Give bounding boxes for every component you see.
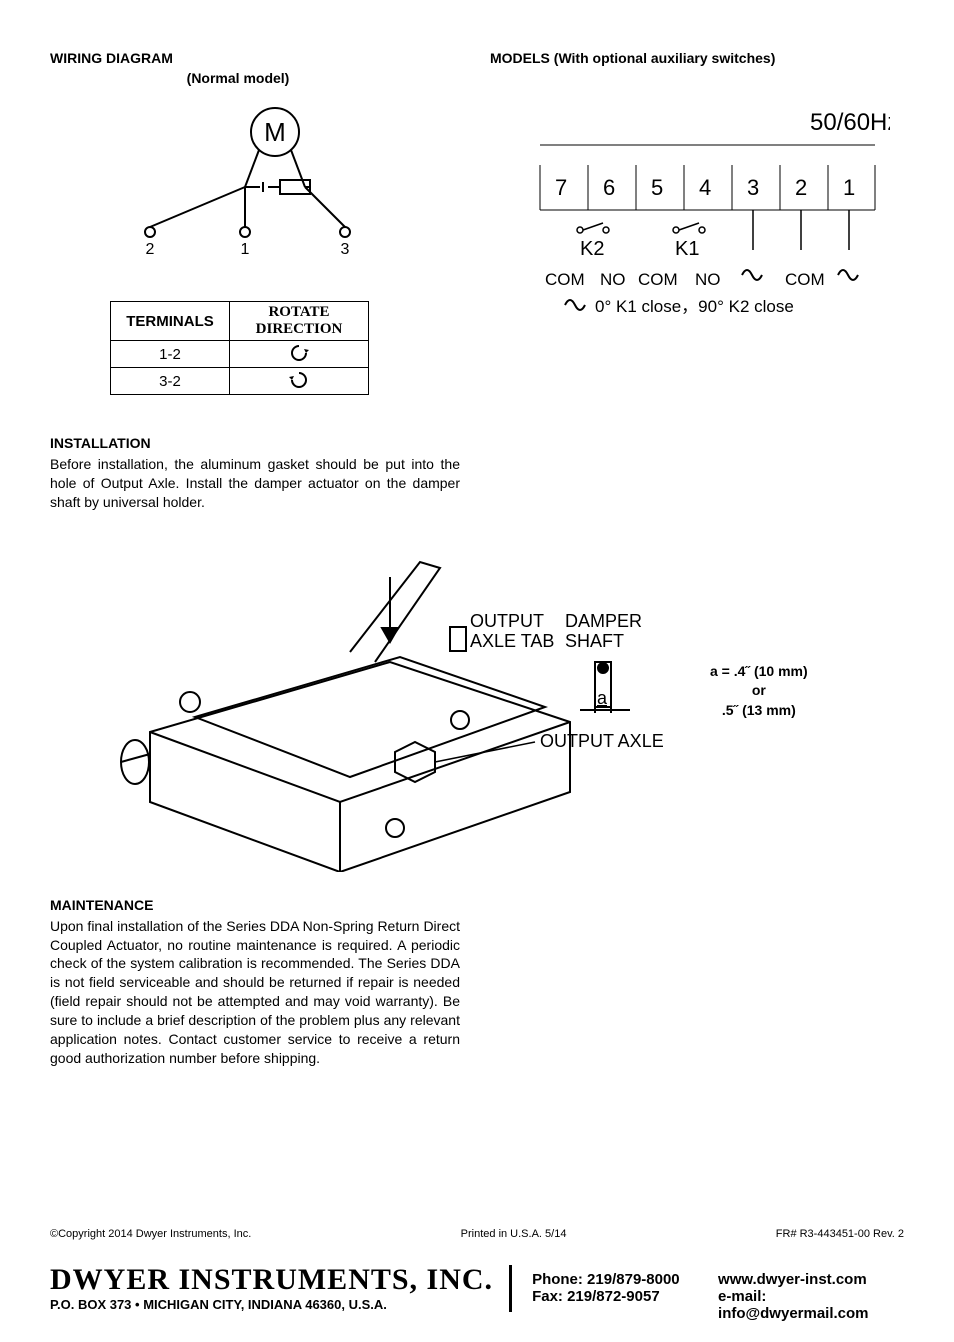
lbl-axletab: AXLE TAB [470, 631, 554, 651]
td-32: 3-2 [111, 368, 230, 395]
maint-title: MAINTENANCE [50, 897, 904, 913]
brand-name: DWYER INSTRUMENTS, INC. [50, 1265, 493, 1295]
hz-label: 50/60Hz [810, 109, 890, 136]
pin-5: 5 [651, 175, 663, 200]
iso-svg: OUTPUT AXLE TAB DAMPER SHAFT OUTPUT AXLE… [90, 532, 690, 872]
term-2: 2 [146, 241, 155, 258]
brand-left: DWYER INSTRUMENTS, INC. P.O. BOX 373 • M… [50, 1265, 512, 1312]
foot-left: ©Copyright 2014 Dwyer Instruments, Inc. [50, 1228, 251, 1240]
pin-3: 3 [747, 175, 759, 200]
models-title: MODELS (With optional auxiliary switches… [490, 50, 904, 66]
note-line3: .5˝ (13 mm) [710, 701, 808, 721]
maint-body: Upon final installation of the Series DD… [50, 917, 460, 1068]
wiring-title: WIRING DIAGRAM [50, 50, 490, 66]
b-no2: NO [695, 270, 721, 289]
b-com2: COM [638, 270, 678, 289]
aux-note: 0° K1 close，90° K2 close [595, 297, 794, 316]
wiring-svg: M 2 1 3 [50, 92, 370, 292]
terminals-table: TERMINALS ROTATE DIRECTION 1-2 3-2 [110, 301, 369, 395]
brand-phone: Phone: 219/879-8000 [532, 1271, 718, 1288]
wiring-subtitle: (Normal model) [110, 70, 366, 86]
lbl-damper2: SHAFT [565, 631, 624, 651]
term-3: 3 [341, 241, 350, 258]
pin-1: 1 [843, 175, 855, 200]
th-terminals: TERMINALS [111, 302, 230, 341]
b-com3: COM [785, 270, 825, 289]
install-title: INSTALLATION [50, 435, 904, 451]
brand-web: www.dwyer-inst.com [718, 1271, 904, 1288]
pin-4: 4 [699, 175, 711, 200]
foot-center: Printed in U.S.A. 5/14 [461, 1228, 567, 1240]
brand-fax: Fax: 219/872-9057 [532, 1288, 718, 1305]
lbl-outaxle: OUTPUT AXLE [540, 731, 664, 751]
brand-email: e-mail: info@dwyermail.com [718, 1288, 904, 1322]
lbl-damper1: DAMPER [565, 611, 642, 631]
lbl-output: OUTPUT [470, 611, 544, 631]
install-body: Before installation, the aluminum gasket… [50, 455, 460, 512]
td-12: 1-2 [111, 341, 230, 368]
brand-addr: P.O. BOX 373 • MICHIGAN CITY, INDIANA 46… [50, 1297, 493, 1312]
k1-label: K1 [675, 238, 699, 260]
term-1: 1 [241, 241, 250, 258]
aux-svg: 50/60Hz 7 6 5 4 3 2 1 [510, 90, 890, 350]
foot-right: FR# R3-443451-00 Rev. 2 [776, 1228, 904, 1240]
note-line2: or [710, 681, 808, 701]
td-ccw [230, 341, 369, 368]
td-cw [230, 368, 369, 395]
pin-6: 6 [603, 175, 615, 200]
lbl-a: a [597, 688, 608, 708]
note-line1: a = .4˝ (10 mm) [710, 662, 808, 682]
pin-7: 7 [555, 175, 567, 200]
th-rotate: ROTATE DIRECTION [230, 302, 369, 341]
b-com1: COM [545, 270, 585, 289]
b-no1: NO [600, 270, 626, 289]
m-label: M [264, 117, 286, 147]
pin-2: 2 [795, 175, 807, 200]
k2-label: K2 [580, 238, 604, 260]
